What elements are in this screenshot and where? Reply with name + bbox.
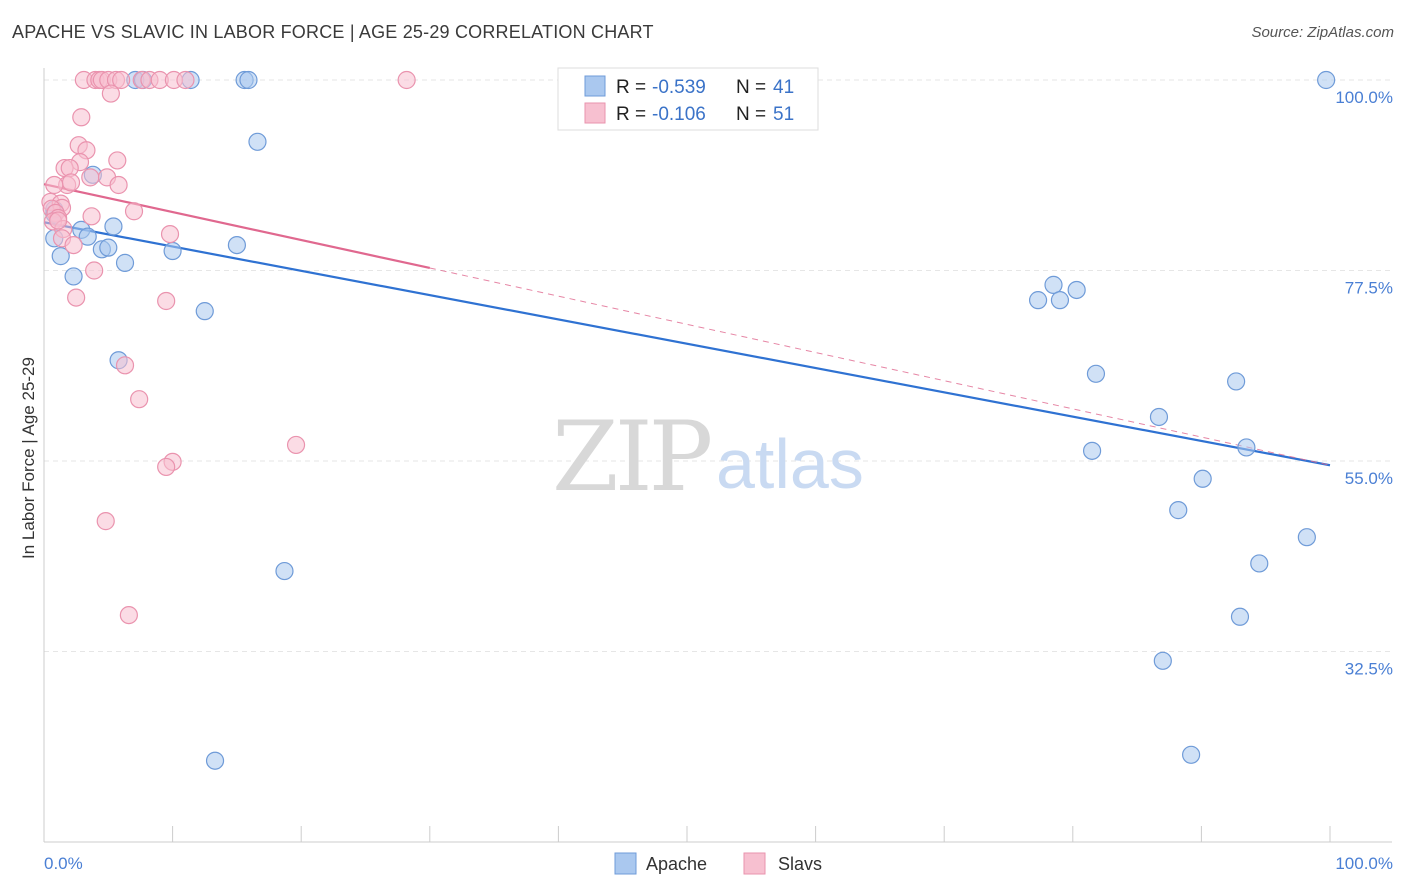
apache-point-30 [1237,438,1256,457]
y-axis-label: In Labor Force | Age 25-29 [19,357,38,559]
apache-point-19 [64,267,83,286]
apache-point-28 [1149,407,1169,427]
bottom-legend-swatch-apache [614,852,637,875]
slavs-point-47 [157,457,176,477]
apache-point-18 [227,236,246,255]
apache-point-36 [1230,607,1250,626]
slavs-point-48 [96,512,115,531]
apache-point-22 [1044,275,1063,294]
watermark-zip: ZIP [552,401,711,513]
apache-point-34 [1250,554,1269,573]
legend-apache-r-label: R = [616,77,646,98]
y-tick-label-2: 77.5% [1345,279,1393,298]
apache-point-32 [1169,501,1188,520]
legend-apache-n-value: 41 [773,77,794,98]
apache-point-31 [1193,469,1212,488]
legend-slavs-n-label: N = [736,104,766,125]
slavs-point-12 [397,70,416,90]
apache-point-13 [51,247,70,266]
apache-point-25 [1067,280,1086,300]
slavs-point-40 [85,261,104,280]
slavs-point-31 [124,202,144,221]
slavs-point-44 [130,390,149,409]
y-tick-label-0: 32.5% [1345,660,1393,679]
apache-point-4 [239,70,258,90]
slavs-point-21 [81,168,100,187]
slavs-point-43 [115,356,135,375]
legend-swatch-slavs [584,102,606,124]
bottom-legend-slavs: Slavs [778,854,822,874]
slavs-point-11 [176,70,195,90]
apache-point-23 [1028,291,1048,310]
apache-point-5 [1317,70,1336,90]
slavs-point-13 [101,84,120,103]
bottom-legend-swatch-slavs [743,852,766,875]
trend-lines [43,183,1331,467]
apache-point-24 [1050,291,1070,310]
legend-slavs-r-label: R = [616,104,646,125]
y-tick-label-1: 55.0% [1345,469,1393,488]
slavs-point-18 [108,151,127,170]
legend-apache-r-value: -0.539 [652,77,706,98]
apache-point-26 [1086,364,1106,383]
apache-point-16 [115,253,135,272]
x-tick-label-1: 100.0% [1335,854,1393,873]
stats-legend: R = -0.539 N = 41 R = -0.106 N = 51 [557,67,819,131]
slavs-point-6 [112,70,131,90]
slavs-point-24 [61,173,81,192]
slavs-point-39 [64,236,83,255]
slavs-point-25 [109,175,128,195]
x-tick-labels: 0.0% 100.0% [44,854,1393,873]
slavs-point-41 [67,288,86,307]
chart-title: APACHE VS SLAVIC IN LABOR FORCE | AGE 25… [12,22,654,42]
apache-point-37 [1153,651,1172,670]
watermark: ZIP atlas [552,401,864,513]
apache-point-12 [78,227,97,246]
x-tick-label-0: 0.0% [44,854,83,873]
apache-point-35 [275,561,294,581]
apache-point-33 [1297,528,1316,547]
apache-point-15 [99,238,118,257]
watermark-atlas: atlas [716,425,864,503]
slavs-point-14 [72,108,91,127]
series-legend: Apache Slavs [614,852,822,875]
legend-slavs-r-value: -0.106 [652,104,706,125]
slavs-point-34 [82,207,101,226]
bottom-legend-apache: Apache [646,854,707,874]
slavs-trend-line [43,183,431,270]
slavs-point-26 [45,175,64,195]
apache-point-20 [195,302,214,321]
apache-point-29 [1082,441,1102,460]
source-note: Source: ZipAtlas.com [1251,24,1394,41]
slavs-point-45 [286,435,306,455]
apache-point-39 [205,751,225,770]
apache-point-6 [248,132,267,151]
y-tick-labels: 32.5% 55.0% 77.5% 100.0% [1335,88,1393,679]
slavs-point-49 [119,605,138,625]
apache-point-17 [163,241,182,261]
slavs-point-42 [157,291,176,311]
slavs-point-50 [49,211,68,230]
apache-trend-line [43,221,1331,467]
legend-apache-n-label: N = [736,77,766,98]
apache-point-27 [1227,372,1246,391]
slavs-point-38 [160,224,180,244]
apache-point-38 [1182,745,1201,764]
data-points [41,70,1336,770]
grid-lines [44,79,1392,652]
y-tick-label-3: 100.0% [1335,88,1393,107]
apache-point-9 [104,217,123,236]
legend-slavs-n-value: 51 [773,104,794,125]
legend-swatch-apache [584,75,606,97]
